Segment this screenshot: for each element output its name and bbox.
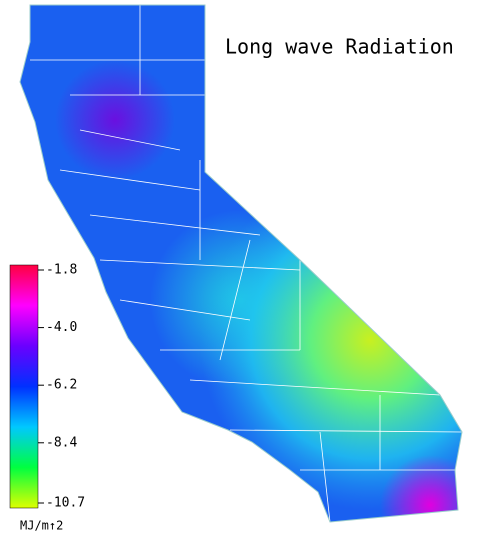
colorbar-tick-label: -8.4 [46,435,77,450]
colorbar-unit: MJ/m↑2 [20,519,63,533]
colorbar-tick-label: -6.2 [46,378,77,393]
colorbar-tick-label: -4.0 [46,320,77,335]
state-outline [19,4,463,523]
colorbar [9,264,39,509]
colorbar-tick-label: -10.7 [46,496,85,511]
colorbar-tick-label: -1.8 [46,263,77,278]
title: Long wave Radiation [225,35,454,59]
county-lines [30,5,462,522]
